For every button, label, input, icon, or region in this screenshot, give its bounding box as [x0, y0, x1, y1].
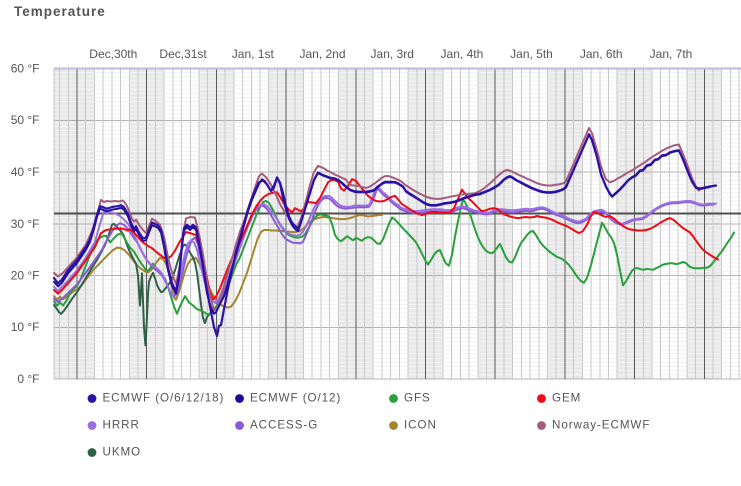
svg-text:ICON: ICON — [404, 419, 437, 432]
svg-text:Dec,31st: Dec,31st — [159, 47, 207, 61]
svg-text:20 °F: 20 °F — [11, 269, 40, 283]
svg-text:ECMWF (O/12): ECMWF (O/12) — [250, 392, 341, 405]
svg-text:ECMWF (O/6/12/18): ECMWF (O/6/12/18) — [103, 392, 225, 405]
svg-text:Jan, 7th: Jan, 7th — [650, 47, 693, 61]
svg-text:30 °F: 30 °F — [11, 217, 40, 231]
svg-text:40 °F: 40 °F — [11, 165, 40, 179]
svg-text:ACCESS-G: ACCESS-G — [250, 419, 318, 432]
svg-text:Jan, 1st: Jan, 1st — [232, 47, 275, 61]
svg-text:GFS: GFS — [404, 392, 431, 405]
svg-text:Jan, 2nd: Jan, 2nd — [299, 47, 345, 61]
svg-text:Jan, 6th: Jan, 6th — [580, 47, 623, 61]
svg-text:Norway-ECMWF: Norway-ECMWF — [552, 419, 650, 432]
svg-text:HRRR: HRRR — [103, 419, 140, 432]
svg-text:Jan, 3rd: Jan, 3rd — [371, 47, 414, 61]
svg-text:0 °F: 0 °F — [17, 372, 39, 386]
svg-text:Jan, 5th: Jan, 5th — [510, 47, 553, 61]
svg-text:60 °F: 60 °F — [11, 62, 40, 76]
svg-text:Jan, 4th: Jan, 4th — [441, 47, 484, 61]
svg-text:GEM: GEM — [552, 392, 581, 405]
svg-text:Temperature: Temperature — [14, 4, 106, 19]
svg-text:50 °F: 50 °F — [11, 113, 40, 127]
svg-text:UKMO: UKMO — [103, 446, 142, 459]
svg-text:10 °F: 10 °F — [11, 320, 40, 334]
svg-text:Dec,30th: Dec,30th — [89, 47, 137, 61]
